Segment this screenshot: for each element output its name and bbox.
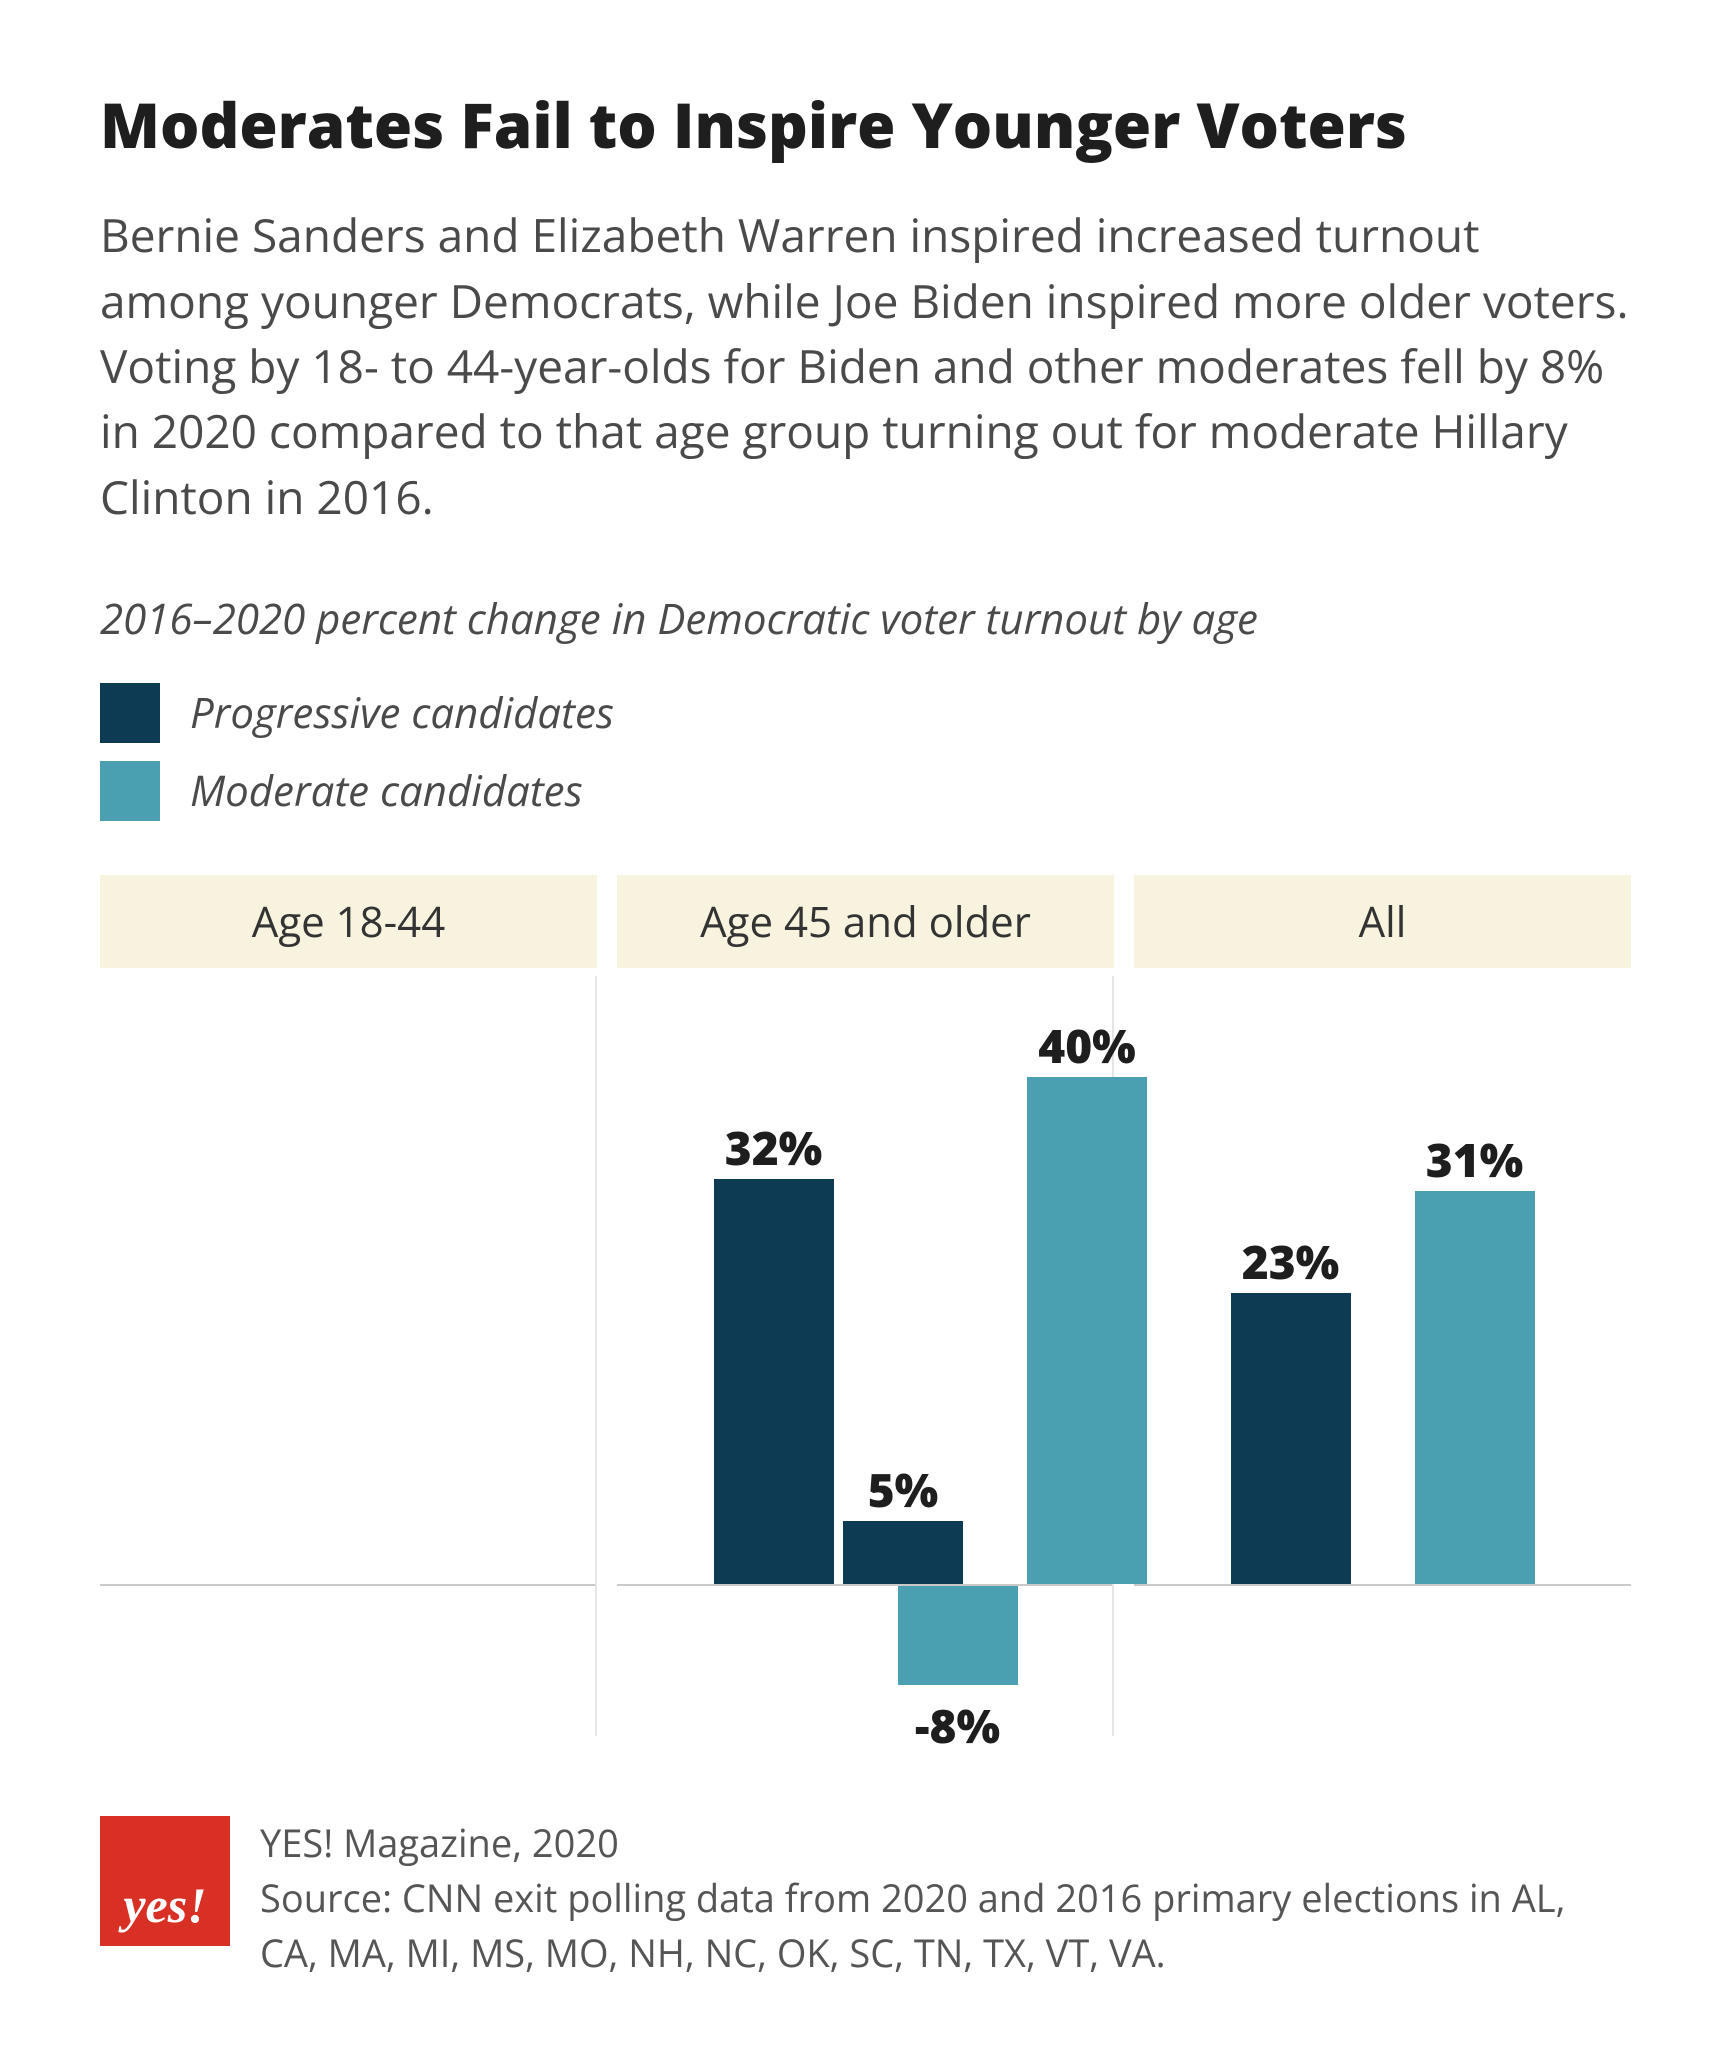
bar-label: 5% — [803, 1459, 1003, 1521]
footer-text: YES! Magazine, 2020 Source: CNN exit pol… — [260, 1816, 1631, 1981]
panel-body: 5%40% — [617, 976, 1114, 1736]
bar — [1027, 1077, 1147, 1584]
panel-header: Age 18-44 — [100, 875, 597, 968]
bar-label: 31% — [1375, 1129, 1575, 1191]
legend-swatch-progressive — [100, 683, 160, 743]
panel-body: 23% 31% — [1134, 976, 1631, 1736]
panel-body: 32%-8% — [100, 976, 597, 1736]
panel-header: All — [1134, 875, 1631, 968]
bar — [1415, 1191, 1535, 1584]
bar — [1231, 1293, 1351, 1584]
yes-logo-text: yes! — [123, 1880, 206, 1930]
chart-description: Bernie Sanders and Elizabeth Warren insp… — [100, 203, 1631, 530]
bar — [843, 1521, 963, 1584]
chart-subtitle: 2016–2020 percent change in Democratic v… — [100, 590, 1631, 647]
legend-label-moderate: Moderate candidates — [190, 762, 583, 819]
legend-item-progressive: Progressive candidates — [100, 683, 1631, 743]
panel-header: Age 45 and older — [617, 875, 1114, 968]
chart-panel: All 23% 31% — [1134, 875, 1631, 1736]
footer-source: Source: CNN exit polling data from 2020 … — [260, 1871, 1631, 1981]
footer-credit: YES! Magazine, 2020 — [260, 1816, 1631, 1871]
legend-swatch-moderate — [100, 761, 160, 821]
yes-logo: yes! — [100, 1816, 230, 1946]
chart-panel: Age 45 and older5%40% — [617, 875, 1114, 1736]
footer: yes! YES! Magazine, 2020 Source: CNN exi… — [100, 1816, 1631, 1981]
baseline — [100, 1584, 595, 1586]
baseline — [617, 1584, 1112, 1586]
baseline — [1134, 1584, 1631, 1586]
legend: Progressive candidates Moderate candidat… — [100, 683, 1631, 821]
bar-label: 23% — [1191, 1231, 1391, 1293]
legend-item-moderate: Moderate candidates — [100, 761, 1631, 821]
chart-title: Moderates Fail to Inspire Younger Voters — [100, 90, 1631, 161]
legend-label-progressive: Progressive candidates — [190, 684, 614, 741]
chart-panel: Age 18-4432%-8% — [100, 875, 597, 1736]
chart-area: Age 18-4432%-8%Age 45 and older5%40%All2… — [100, 875, 1631, 1736]
